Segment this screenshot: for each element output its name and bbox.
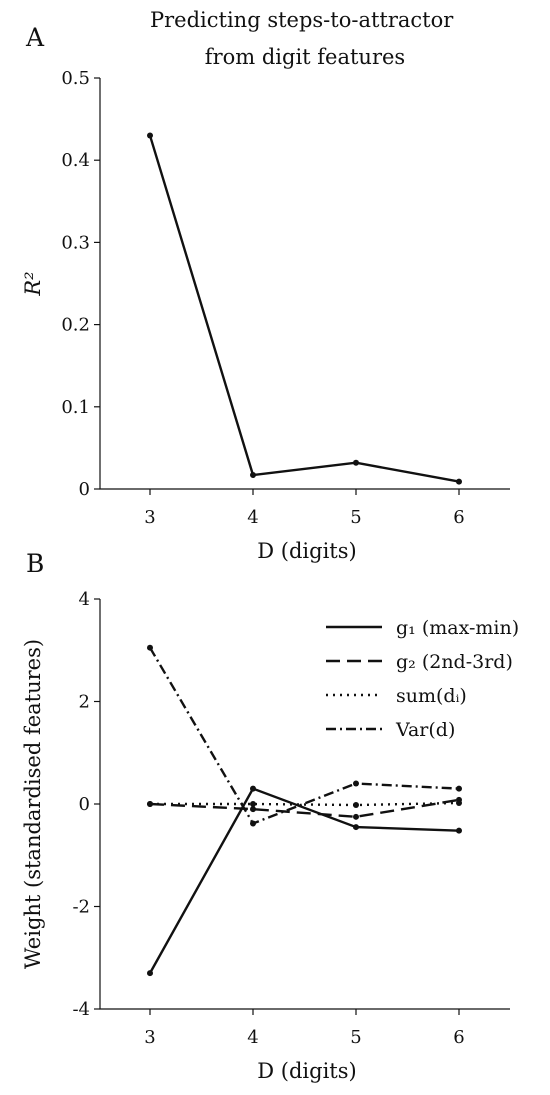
y-tick-label: 2: [79, 692, 90, 713]
legend-label: g₁ (max-min): [396, 617, 519, 639]
data-point: [456, 799, 462, 806]
x-tick-label: 3: [144, 1027, 155, 1048]
data-point: [353, 459, 359, 466]
data-point: [147, 644, 153, 651]
data-point: [456, 478, 462, 485]
x-tick-label: 4: [247, 507, 258, 528]
series-line: [149, 798, 460, 819]
y-tick-label: 0.1: [61, 397, 90, 418]
data-point: [250, 472, 256, 479]
y-tick-label: 0.3: [61, 232, 90, 253]
panel-b-letter: B: [26, 549, 44, 578]
y-tick-label: -4: [72, 999, 90, 1020]
data-point: [250, 801, 256, 807]
panel-b: B -4 -2 0 2 4 3 4 5 6 D (digits) Weight (standardi…: [21, 549, 519, 1083]
y-axis-label: Weight (standardised features): [21, 639, 45, 969]
x-tick-label: 5: [350, 507, 361, 528]
data-point: [456, 785, 462, 792]
data-point: [147, 801, 153, 807]
data-point: [147, 970, 153, 977]
data-point: [250, 820, 256, 827]
y-tick-label: 4: [79, 589, 90, 610]
x-tick-label: 3: [144, 507, 155, 528]
data-point: [353, 780, 359, 787]
data-point: [353, 802, 359, 809]
y-axis-label: R²: [21, 271, 45, 296]
data-point: [250, 785, 256, 792]
legend-label: sum(dᵢ): [396, 685, 467, 707]
y-tick-label: 0: [79, 479, 90, 500]
y-tick-label: 0.2: [61, 315, 90, 336]
x-tick-label: 5: [350, 1027, 361, 1048]
panel-a-letter: A: [25, 23, 45, 52]
series-line: [148, 135, 460, 483]
x-tick-label: 6: [453, 507, 464, 528]
x-axis-label: D (digits): [257, 1059, 356, 1083]
legend-label: g₂ (2nd-3rd): [396, 651, 513, 673]
x-tick-label: 4: [247, 1027, 258, 1048]
y-tick-label: 0.5: [61, 68, 90, 89]
data-point: [353, 813, 359, 820]
data-point: [250, 806, 256, 813]
legend-label: Var(d): [395, 719, 455, 741]
x-tick-label: 6: [453, 1027, 464, 1048]
x-axis-label: D (digits): [257, 539, 356, 563]
panel-a: A Predicting steps-to-attractor from dig…: [21, 8, 510, 563]
y-tick-label: 0.4: [61, 150, 90, 171]
y-tick-label: 0: [79, 794, 90, 815]
data-point: [456, 827, 462, 834]
y-tick-label: -2: [72, 897, 90, 918]
data-point: [353, 824, 359, 831]
chart-title: Predicting steps-to-attractor from digit…: [150, 8, 460, 69]
series-line: [148, 787, 460, 974]
chart-title-line-1: Predicting steps-to-attractor: [150, 8, 454, 32]
data-point: [147, 132, 153, 139]
chart-title-line-2: from digit features: [205, 45, 405, 69]
series-line: [150, 801, 460, 807]
series-line: [148, 647, 460, 825]
